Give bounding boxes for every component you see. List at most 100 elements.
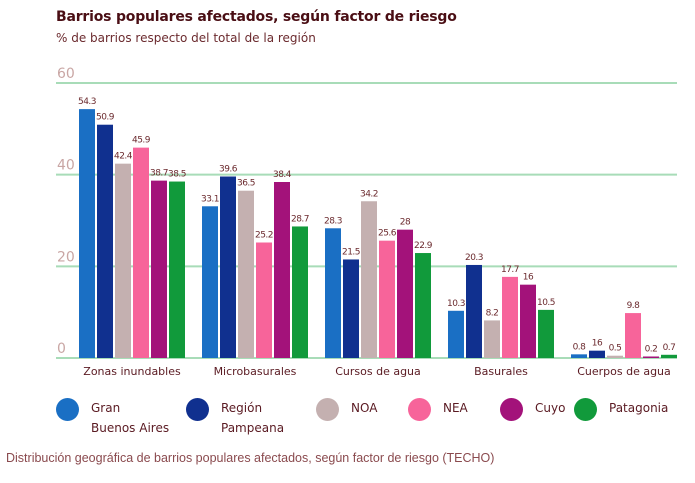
bar xyxy=(202,206,218,358)
data-label: 10.5 xyxy=(537,298,555,308)
bar xyxy=(571,354,587,358)
data-label: 16 xyxy=(523,273,534,283)
legend-label-line: Pampeana xyxy=(221,421,285,435)
x-category-label: Zonas inundables xyxy=(83,365,181,378)
legend-label: NOA xyxy=(351,398,431,418)
bar xyxy=(502,276,518,358)
data-label: 9.8 xyxy=(627,301,641,311)
data-label: 38.5 xyxy=(168,170,186,180)
data-label: 33.1 xyxy=(201,194,219,204)
data-label: 0.2 xyxy=(645,345,658,355)
data-label: 28.7 xyxy=(291,214,309,224)
bar xyxy=(397,229,413,358)
data-label: 38.7 xyxy=(150,169,168,179)
bar xyxy=(448,310,464,358)
legend-item: NOA xyxy=(316,398,431,421)
data-labels: 54.350.9 42.4 45.9 38.7 38.5 33.1 39.6 36.5 25.2… xyxy=(78,97,676,355)
legend-item: Región Pampeana xyxy=(186,398,301,438)
x-category-label: Cuerpos de agua xyxy=(577,365,671,378)
data-label: 34.2 xyxy=(360,189,378,199)
bar xyxy=(589,350,605,358)
legend-label: Región Pampeana xyxy=(221,398,301,438)
data-label: 28.3 xyxy=(324,216,342,226)
data-label: 42.4 xyxy=(114,152,133,162)
legend-swatch xyxy=(408,398,431,421)
bar xyxy=(169,181,185,358)
bar xyxy=(361,201,377,358)
legend-label-line: Región xyxy=(221,401,263,415)
bar xyxy=(466,264,482,358)
data-label: 50.9 xyxy=(96,113,115,123)
data-label: 45.9 xyxy=(132,136,151,146)
bar xyxy=(292,226,308,358)
y-axis-ticks: 0 20 40 60 xyxy=(57,66,75,357)
legend-swatch xyxy=(574,398,597,421)
data-label: 25.6 xyxy=(378,229,397,239)
bar xyxy=(256,242,272,358)
data-label: 22.9 xyxy=(414,241,433,251)
y-tick-label: 60 xyxy=(57,66,75,82)
legend-swatch xyxy=(316,398,339,421)
data-label: 25.2 xyxy=(255,231,273,241)
data-label: 0.8 xyxy=(573,342,587,352)
bar xyxy=(643,356,659,358)
x-axis-categories: Zonas inundables Microbasurales Cursos de … xyxy=(83,365,671,378)
bar xyxy=(343,259,359,358)
legend-item: NEA xyxy=(408,398,523,421)
bar xyxy=(379,240,395,358)
legend-swatch xyxy=(186,398,209,421)
bar xyxy=(151,180,167,358)
bar xyxy=(238,190,254,358)
bar xyxy=(625,313,641,358)
data-label: 20.3 xyxy=(465,253,483,263)
bar xyxy=(220,176,236,358)
data-label: 0.5 xyxy=(609,344,622,354)
x-category-label: Microbasurales xyxy=(214,365,297,378)
bar xyxy=(133,147,149,358)
legend-item: Gran Buenos Aires xyxy=(56,398,171,438)
data-label: 16 xyxy=(592,339,603,349)
legend-swatch xyxy=(56,398,79,421)
chart-title: Barrios populares afectados, según facto… xyxy=(56,9,457,25)
legend-label-line: Gran xyxy=(91,401,121,415)
legend-swatch xyxy=(500,398,523,421)
bars xyxy=(79,109,677,358)
bar xyxy=(79,109,95,358)
legend-label-line: Buenos Aires xyxy=(91,421,170,435)
legend-label: Patagonia xyxy=(609,398,689,418)
legend-label: NEA xyxy=(443,398,523,418)
y-tick-label: 0 xyxy=(57,341,66,357)
bar xyxy=(415,253,431,358)
legend-label-line: NEA xyxy=(443,401,468,415)
bar xyxy=(274,182,290,358)
y-tick-label: 20 xyxy=(57,249,75,265)
legend-label-line: NOA xyxy=(351,401,378,415)
bar xyxy=(661,354,677,358)
data-label: 8.2 xyxy=(486,308,499,318)
bar xyxy=(607,355,623,358)
x-category-label: Cursos de agua xyxy=(335,365,421,378)
bar xyxy=(520,284,536,358)
bar xyxy=(115,163,131,358)
x-category-label: Basurales xyxy=(474,365,528,378)
figure-caption: Distribución geográfica de barrios popul… xyxy=(6,451,495,465)
legend-label: Cuyo xyxy=(535,398,615,418)
data-label: 28 xyxy=(400,218,411,228)
legend-label-line: Cuyo xyxy=(535,401,566,415)
data-label: 0.7 xyxy=(663,343,676,353)
bar-chart: 0 20 40 60 54.350.9 42.4 45.9 38.7 38.5 33.1 39.6… xyxy=(56,66,677,378)
chart-subtitle: % de barrios respecto del total de la re… xyxy=(56,31,316,45)
data-label: 10.3 xyxy=(447,299,465,309)
bar xyxy=(538,309,554,358)
data-label: 21.5 xyxy=(342,247,360,257)
bar xyxy=(325,228,341,358)
data-label: 17.7 xyxy=(501,265,519,275)
legend-label-line: Patagonia xyxy=(609,401,669,415)
legend-item: Cuyo xyxy=(500,398,615,421)
data-label: 36.5 xyxy=(237,179,255,189)
bar xyxy=(484,320,500,358)
bar xyxy=(97,124,113,358)
y-tick-label: 40 xyxy=(57,158,75,174)
data-label: 38.4 xyxy=(273,170,292,180)
legend-item: Patagonia xyxy=(574,398,689,421)
